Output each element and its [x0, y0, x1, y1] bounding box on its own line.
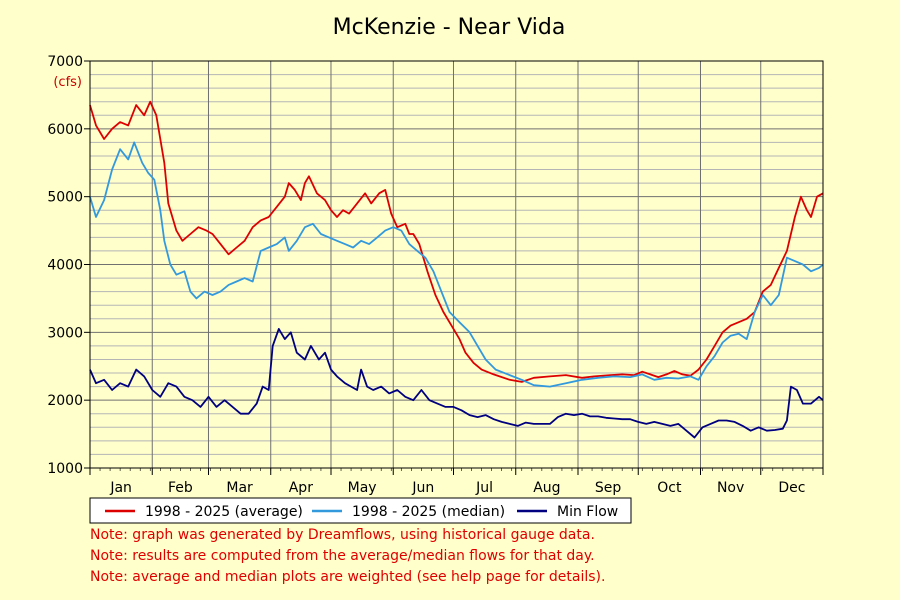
- axes: 1000 2000 3000 4000 5000 6000 7000 Jan Feb Mar Apr…: [47, 54, 824, 496]
- y-tick-label: 7000: [47, 54, 83, 70]
- y-tick-label: 3000: [47, 325, 83, 341]
- note-line-1: Note: graph was generated by Dreamflows,…: [90, 527, 595, 543]
- x-tick-label: Jan: [109, 480, 132, 496]
- x-tick-label: Sep: [595, 480, 622, 496]
- x-tick-label: Oct: [657, 480, 682, 496]
- legend-label-2: 1998 - 2025 (median): [352, 504, 505, 520]
- y-tick-label: 2000: [47, 393, 83, 409]
- y-tick-label: 6000: [47, 122, 83, 138]
- x-tick-label: Nov: [717, 480, 744, 496]
- x-tick-label: Feb: [168, 480, 193, 496]
- x-tick-label: Jul: [475, 480, 493, 496]
- y-tick-label: 1000: [47, 461, 83, 477]
- note-line-2: Note: results are computed from the aver…: [90, 548, 595, 564]
- x-tick-label: Apr: [289, 480, 313, 496]
- x-tick-label: Jun: [411, 480, 434, 496]
- series-line-2: [89, 141, 824, 388]
- chart-title: McKenzie - Near Vida: [333, 15, 566, 40]
- note-line-3: Note: average and median plots are weigh…: [90, 569, 606, 585]
- legend-label-1: 1998 - 2025 (average): [145, 504, 303, 520]
- plot-border: [89, 60, 824, 469]
- x-tick-label: Dec: [778, 480, 805, 496]
- grid: [89, 60, 824, 469]
- series-line-1: [89, 100, 824, 383]
- series-line-3: [89, 328, 824, 439]
- x-tick-label: Aug: [533, 480, 560, 496]
- y-tick-label: 4000: [47, 258, 83, 274]
- legend-label-3: Min Flow: [557, 504, 618, 520]
- y-tick-label: 5000: [47, 190, 83, 206]
- x-tick-label: Mar: [226, 480, 253, 496]
- series-layer: [89, 100, 824, 439]
- x-tick-label: May: [348, 480, 377, 496]
- y-axis-unit-label: (cfs): [53, 75, 82, 90]
- legend: 1998 - 2025 (average) 1998 - 2025 (median…: [89, 497, 632, 524]
